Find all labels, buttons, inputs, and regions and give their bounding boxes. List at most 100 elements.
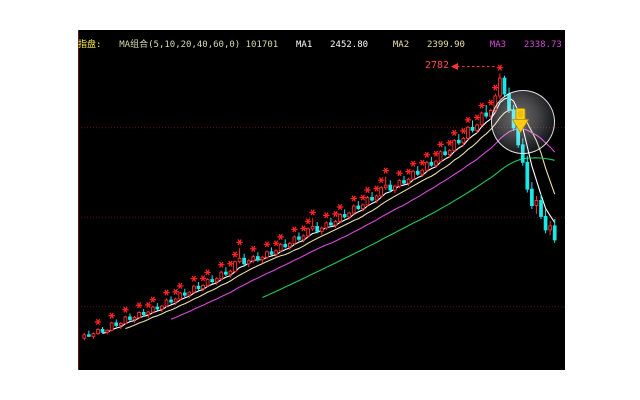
candle [246,260,251,265]
candle [420,169,425,175]
candle [255,256,260,261]
candle [192,285,196,293]
candle [274,250,278,255]
candle [315,226,320,232]
star-marker-icon [409,160,417,167]
candle [347,212,352,218]
candle [160,305,164,310]
candle [155,306,160,310]
candle [470,126,475,131]
star-marker-icon [272,240,280,247]
candle [484,112,489,117]
candle [434,160,438,166]
candle [86,334,91,337]
candle [301,235,306,240]
candle [507,93,511,111]
star-marker-icon [300,225,307,232]
candle [201,285,205,290]
candle [429,161,434,166]
candle [219,271,224,280]
candle [516,127,521,146]
star-marker-icon [227,260,234,267]
candle [548,225,553,231]
candle [96,329,100,335]
candle [265,251,269,258]
candle [502,77,507,95]
star-marker-icon [204,269,211,276]
ma-line-MA2 [125,109,556,330]
candle [520,144,525,163]
candle [173,298,178,303]
ma-line-MA4 [262,157,555,299]
candle [205,279,210,287]
star-marker-icon [309,209,316,216]
candle [356,205,361,209]
candle [150,306,155,313]
star-marker-icon [396,170,403,177]
candle [128,316,132,320]
star-marker-icon [478,102,485,109]
star-marker-icon [350,195,357,202]
star-marker-icon [419,159,426,166]
candle [182,292,187,296]
candle [397,180,402,187]
candle [178,292,183,300]
candle [105,329,109,333]
star-marker-icon [432,150,440,157]
candle [164,299,169,307]
star-marker-icon [108,312,115,319]
star-marker-icon [496,64,504,71]
candle [388,184,393,191]
candles [82,73,557,341]
candle [319,227,324,232]
star-marker-icon [460,127,467,134]
star-marker-icon [359,194,367,201]
star-marker-icon [473,114,481,121]
candle [233,261,237,272]
candle [383,184,388,189]
candle [283,243,288,248]
star-marker-icon [177,282,184,289]
candle [242,257,247,265]
star-marker-icon [464,116,472,123]
candle [351,205,356,214]
candle [493,95,498,111]
candle [392,185,397,191]
candle [438,151,443,162]
candle [223,271,228,275]
star-marker-icon [163,289,170,296]
candle [342,214,347,218]
candle [479,112,484,126]
candle [498,77,502,97]
candlestick-chart-svg [78,30,565,370]
candle [511,109,516,129]
candle [137,311,141,318]
candle [361,204,365,210]
star-marker-icon [199,275,207,282]
star-marker-icon [122,306,129,313]
star-marker-icon [277,233,284,240]
moving-average-lines [102,97,556,334]
candle [141,311,146,315]
candle [543,216,548,231]
star-marker-icon [304,218,312,225]
candle [260,256,265,261]
candle [365,197,370,206]
ma-line-MA1 [102,97,556,334]
candle [278,243,283,252]
candle [374,195,379,201]
candle [310,226,315,230]
candle [406,178,411,184]
candle [210,279,215,283]
candle [132,317,137,320]
star-marker-icon [218,261,225,268]
stock-chart-panel[interactable]: 指盘: MA组合(5,10,20,40,60,0) 101701 MA1 245… [78,30,565,370]
candle [118,323,123,326]
candle [333,220,338,226]
candle [338,214,342,222]
star-marker-icon [236,239,243,246]
candle [228,270,233,275]
candle [447,149,452,155]
candle [114,322,119,326]
